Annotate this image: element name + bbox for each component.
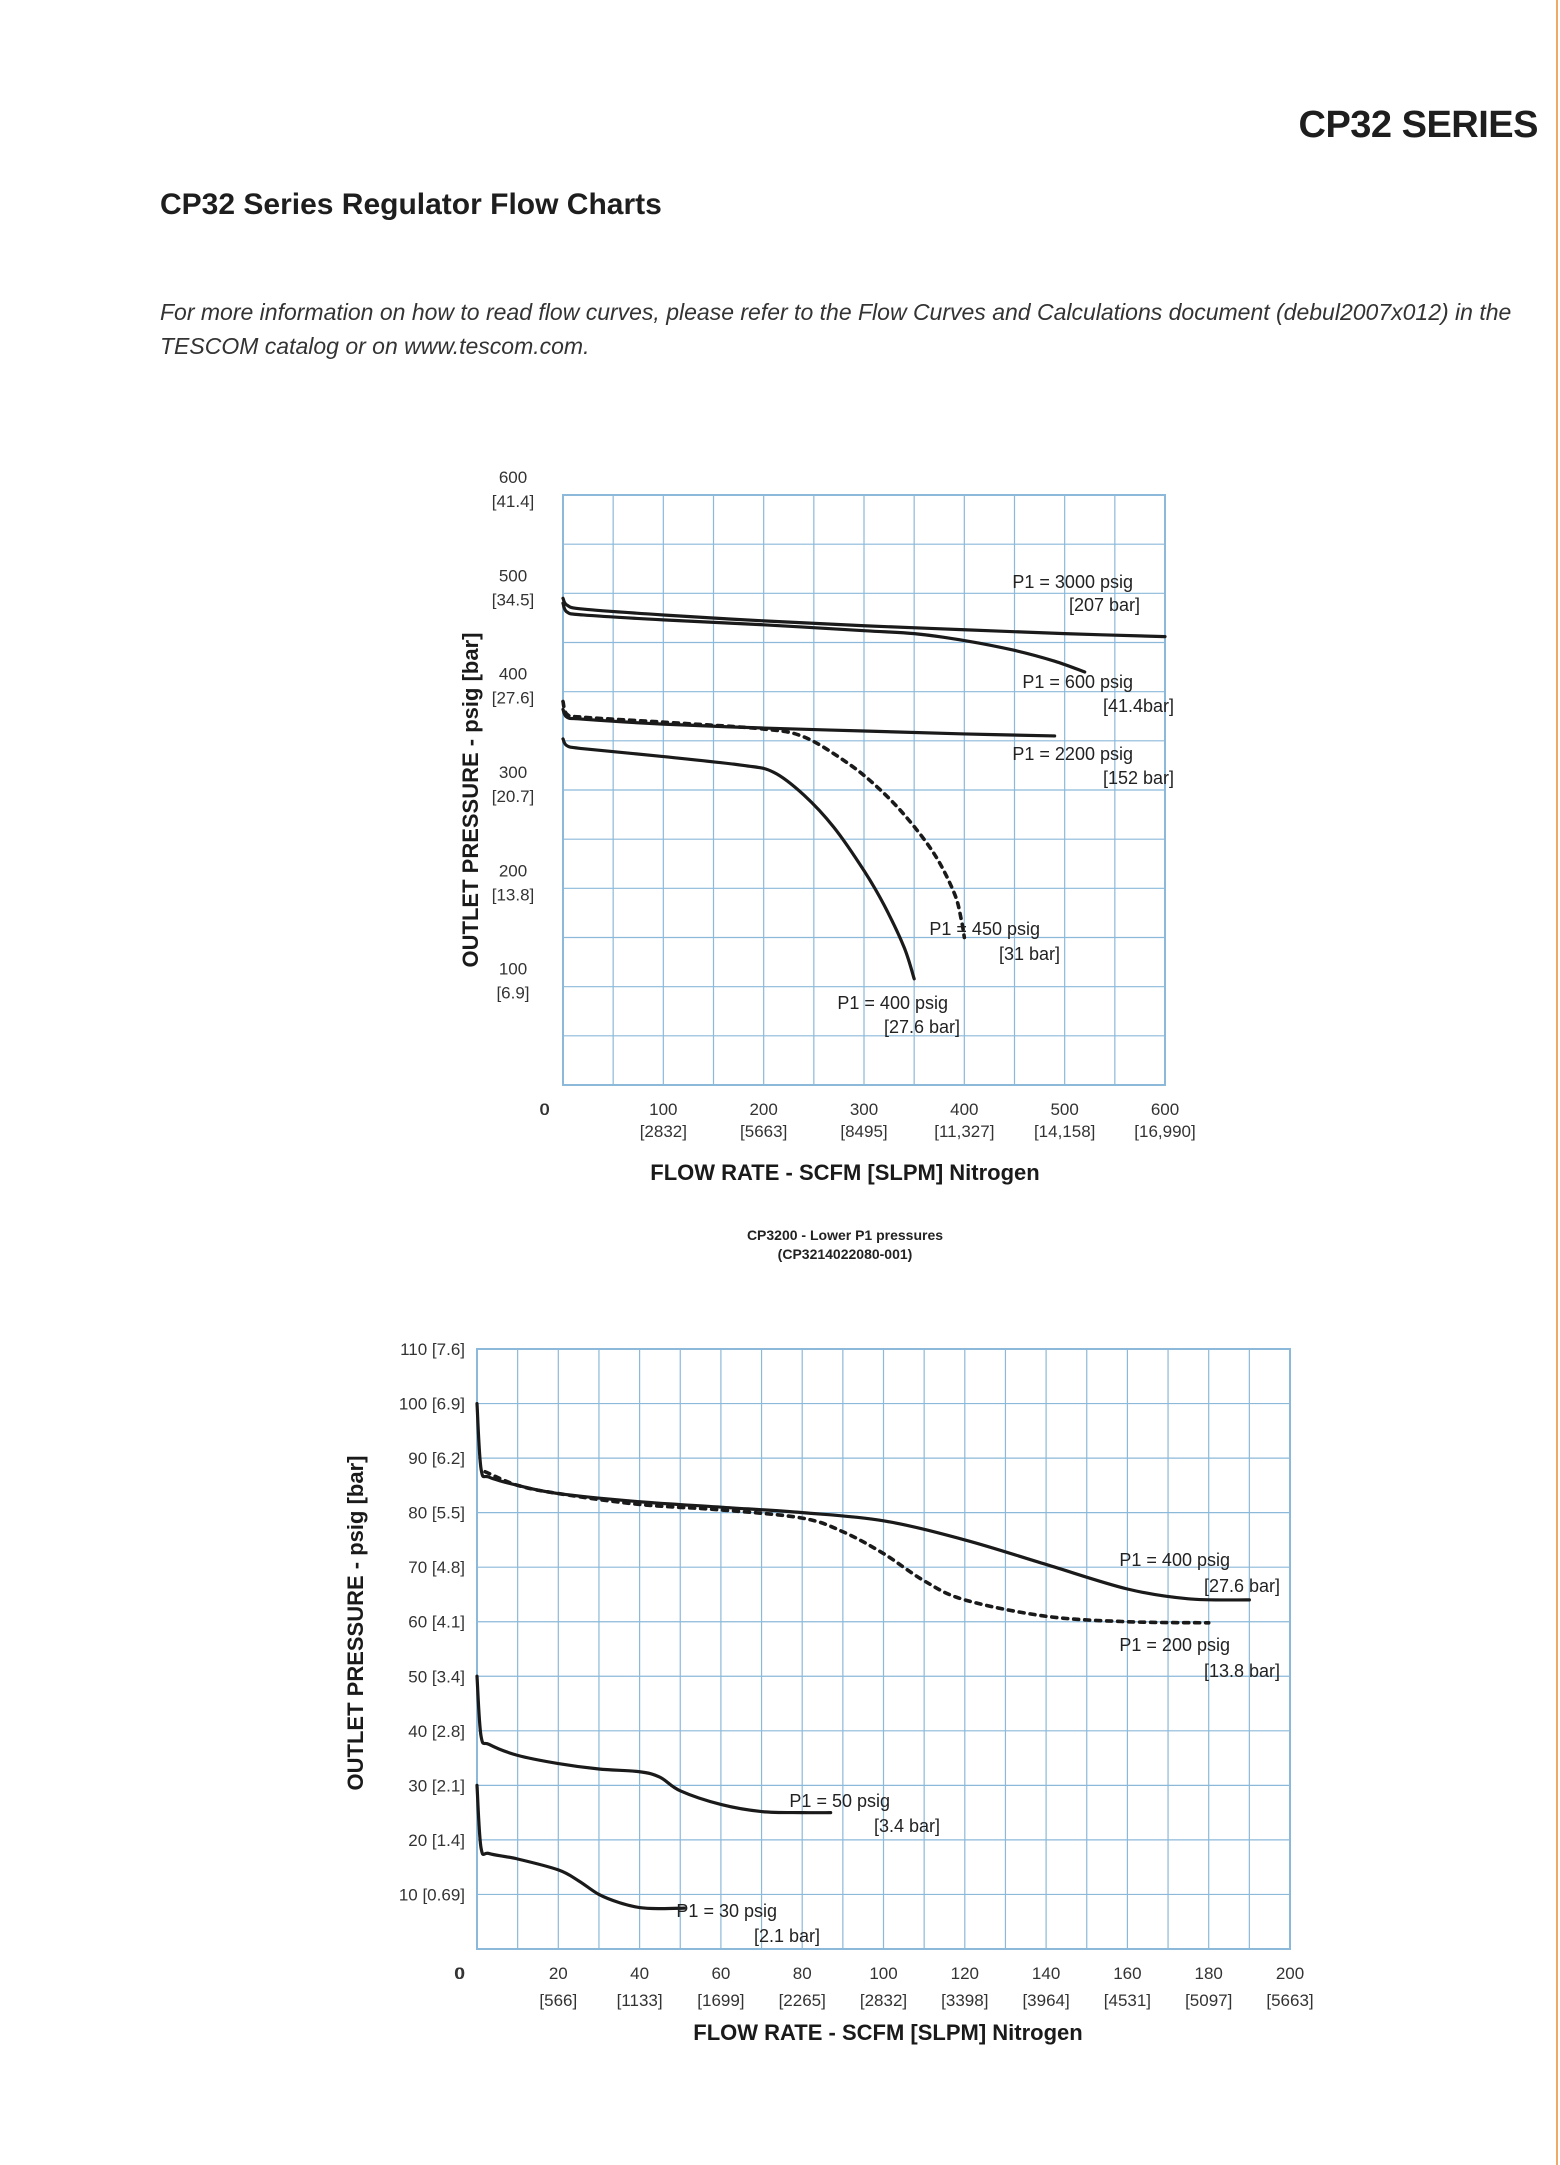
chart2-y-tick-label: 80 [5.5]: [408, 1504, 465, 1523]
chart2-x-tick-sublabel: [1133]: [617, 1991, 663, 2010]
chart2-x-tick-label: 80: [793, 1964, 812, 1983]
chart1-y-tick-sublabel: [13.8]: [492, 885, 535, 904]
chart1-x-tick-label: 400: [950, 1100, 978, 1119]
chart1-y-tick-sublabel: [20.7]: [492, 787, 535, 806]
chart2-subtitle: (CP3214022080-001): [778, 1246, 913, 1262]
chart1-x-tick-sublabel: [16,990]: [1134, 1122, 1195, 1141]
chart2-x-axis-title: FLOW RATE - SCFM [SLPM] Nitrogen: [693, 2020, 1082, 2045]
chart2-x-tick-sublabel: [1699]: [697, 1991, 744, 2010]
chart2-x-tick-label: 200: [1276, 1964, 1304, 1983]
chart1-series-name-label: P1 = 600 psig: [1022, 672, 1133, 692]
chart1-series-line-2: [561, 601, 1087, 674]
chart1-y-tick-label: 200: [499, 861, 527, 880]
chart1-series-unit-label: [41.4bar]: [1103, 696, 1174, 716]
chart1-y-tick-sublabel: [6.9]: [496, 984, 529, 1003]
chart1-series-name-label: P1 = 450 psig: [929, 919, 1040, 939]
chart1-x-tick-label: 200: [749, 1100, 777, 1119]
chart2-series-line-2: [483, 1469, 1211, 1625]
chart1-series-line-4: [561, 699, 967, 940]
chart1-y-tick-sublabel: [27.6]: [492, 689, 535, 708]
chart2-x-tick-sublabel: [4531]: [1104, 1991, 1151, 2010]
page-edge-accent-rule: [1556, 0, 1558, 2165]
chart1-y-tick-label: 300: [499, 763, 527, 782]
chart2-series-name-label: P1 = 30 psig: [676, 1901, 777, 1921]
chart2-x-tick-label: 140: [1032, 1964, 1060, 1983]
chart2-y-axis-title: OUTLET PRESSURE - psig [bar]: [343, 1456, 368, 1791]
chart2-y-tick-label: 20 [1.4]: [408, 1831, 465, 1850]
chart2-series-name-label: P1 = 400 psig: [1119, 1550, 1230, 1570]
chart1-series-unit-label: [31 bar]: [999, 944, 1060, 964]
chart2-series-unit-label: [2.1 bar]: [754, 1926, 820, 1946]
chart1-series-unit-label: [27.6 bar]: [884, 1017, 960, 1037]
chart2-y-tick-label-zero: 0: [456, 1964, 465, 1983]
chart1-x-tick-label: 300: [850, 1100, 878, 1119]
chart1-y-tick-label: 100: [499, 960, 527, 979]
chart2-y-tick-label: 10 [0.69]: [399, 1885, 465, 1904]
chart2-x-tick-label: 20: [549, 1964, 568, 1983]
chart1-series-unit-label: [152 bar]: [1103, 768, 1174, 788]
chart-cp32-flow-upper: P1 = 3000 psig [207 bar] P1 = 600 psig [41.…: [458, 468, 1196, 1185]
chart2-series-unit-label: [3.4 bar]: [874, 1816, 940, 1836]
chart1-series-name-label: P1 = 3000 psig: [1012, 572, 1133, 592]
chart2-series-name-label: P1 = 200 psig: [1119, 1635, 1230, 1655]
chart2-x-tick-sublabel: [566]: [539, 1991, 577, 2010]
page-title: CP32 Series Regulator Flow Charts: [160, 188, 662, 221]
chart2-series-line-3: [475, 1674, 833, 1815]
chart1-y-tick-sublabel: [34.5]: [492, 590, 535, 609]
chart1-series-name-label: P1 = 2200 psig: [1012, 744, 1133, 764]
chart1-y-tick-label: 600: [499, 468, 527, 487]
chart2-y-tick-label: 60 [4.1]: [408, 1613, 465, 1632]
chart2-series-unit-label: [27.6 bar]: [1204, 1576, 1280, 1596]
chart2-x-tick-label: 60: [711, 1964, 730, 1983]
chart1-y-tick-label: 400: [499, 665, 527, 684]
chart2-title: CP3200 - Lower P1 pressures: [747, 1227, 943, 1243]
chart2-series-unit-label: [13.8 bar]: [1204, 1661, 1280, 1681]
chart1-y-tick-sublabel: [41.4]: [492, 492, 535, 511]
chart1-x-tick-label: 500: [1050, 1100, 1078, 1119]
chart2-x-tick-label: 120: [951, 1964, 979, 1983]
chart2-x-tick-sublabel: [2832]: [860, 1991, 907, 2010]
chart2-x-tick-sublabel: [5663]: [1266, 1991, 1313, 2010]
chart2-y-tick-label: 30 [2.1]: [408, 1776, 465, 1795]
chart2-x-tick-label: 0: [454, 1964, 463, 1983]
chart2-y-tick-label: 50 [3.4]: [408, 1667, 465, 1686]
chart1-x-axis-title: FLOW RATE - SCFM [SLPM] Nitrogen: [650, 1160, 1039, 1185]
chart1-x-tick-sublabel: [5663]: [740, 1122, 787, 1141]
chart2-y-tick-label: 90 [6.2]: [408, 1449, 465, 1468]
chart1-x-tick-sublabel: [11,327]: [934, 1122, 994, 1141]
chart1-y-tick-label: 0: [540, 1100, 549, 1119]
chart1-x-tick-sublabel: [8495]: [840, 1122, 887, 1141]
chart1-series-line-1: [561, 596, 1167, 639]
chart2-x-tick-sublabel: [5097]: [1185, 1991, 1232, 2010]
chart2-x-tick-sublabel: [3398]: [941, 1991, 988, 2010]
chart2-series-line-1: [475, 1401, 1251, 1602]
series-title: CP32 SERIES: [1298, 104, 1539, 146]
chart1-series-unit-label: [207 bar]: [1069, 595, 1140, 615]
chart2-series-name-label: P1 = 50 psig: [789, 1791, 890, 1811]
chart1-y-axis-title: OUTLET PRESSURE - psig [bar]: [458, 633, 483, 968]
chart2-x-tick-label: 160: [1113, 1964, 1141, 1983]
chart2-y-tick-label: 70 [4.8]: [408, 1558, 465, 1577]
intro-paragraph: For more information on how to read flow…: [160, 299, 1512, 359]
chart1-x-tick-sublabel: [14,158]: [1034, 1122, 1095, 1141]
chart2-x-tick-label: 180: [1195, 1964, 1223, 1983]
chart2-y-tick-label: 110 [7.6]: [400, 1340, 465, 1359]
chart2-x-tick-sublabel: [2265]: [779, 1991, 826, 2010]
chart1-x-tick-label: 100: [649, 1100, 677, 1119]
chart1-x-tick-label: 0: [540, 1100, 549, 1119]
chart2-x-tick-label: 100: [869, 1964, 897, 1983]
chart2-y-tick-label: 40 [2.8]: [408, 1722, 465, 1741]
chart1-series-line-5: [561, 737, 916, 981]
chart2-x-tick-label: 40: [630, 1964, 649, 1983]
chart1-y-tick-label: 500: [499, 566, 527, 585]
chart2-y-tick-label: 100 [6.9]: [399, 1395, 465, 1414]
chart1-x-tick-label: 600: [1151, 1100, 1179, 1119]
chart2-x-tick-sublabel: [3964]: [1022, 1991, 1069, 2010]
chart1-series-name-label: P1 = 400 psig: [837, 993, 948, 1013]
chart1-x-tick-sublabel: [2832]: [640, 1122, 687, 1141]
chart2-series-line-4: [475, 1783, 686, 1911]
